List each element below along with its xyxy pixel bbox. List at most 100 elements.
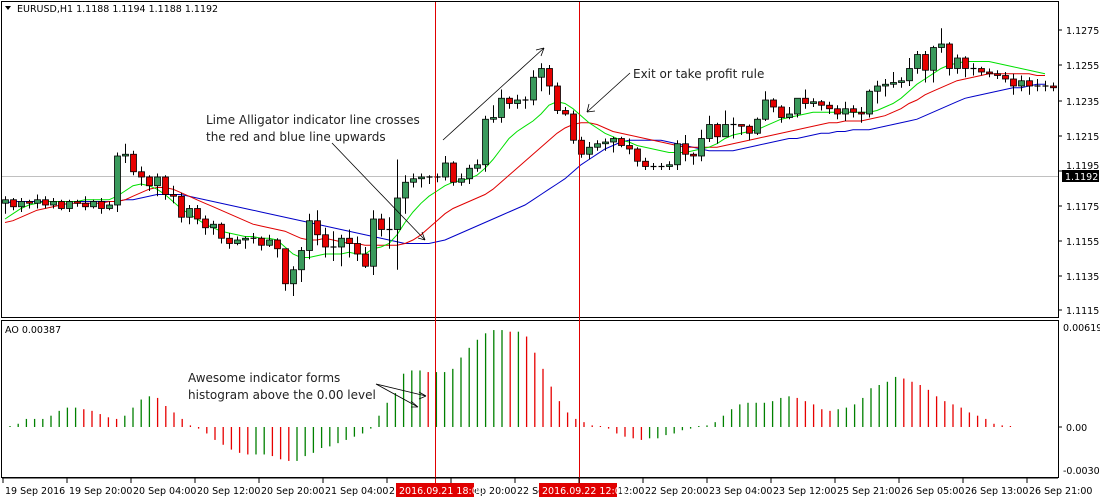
time-tick: 26 Sep 21:00 (1029, 486, 1092, 497)
candle (1002, 75, 1009, 80)
candle (402, 181, 409, 199)
time-tick: 21 Sep 20:00 (453, 486, 516, 497)
annotation-arrow-exit (586, 72, 631, 113)
collapse-triangle-icon[interactable] (5, 6, 11, 10)
candle (194, 208, 201, 220)
candle (978, 68, 985, 73)
ao-header: AO 0.00387 (5, 325, 61, 336)
trend-arrow (442, 47, 545, 141)
candle (546, 68, 553, 87)
candle (874, 85, 881, 92)
candle (778, 106, 785, 118)
candle (786, 113, 793, 118)
ao-tick-zero: 0.00 (1066, 423, 1087, 434)
candle (162, 176, 169, 195)
candle (186, 208, 193, 218)
candle (98, 201, 105, 209)
candle (914, 54, 921, 69)
price-panel[interactable] (1, 1, 1059, 318)
marker-tag-entry-label: 2016.09.21 18:00 (399, 486, 484, 497)
candle (554, 85, 561, 111)
candle (74, 201, 81, 204)
candle (218, 223, 225, 239)
annotation-ao-line2: histogram above the 0.00 level (188, 388, 376, 402)
candle (10, 199, 17, 208)
candle (106, 204, 113, 209)
price-tick: 1.1115 (1066, 306, 1099, 317)
candle (314, 220, 321, 236)
candle (306, 220, 313, 251)
time-tick: 19 Sep 2016 (5, 486, 65, 497)
candle (474, 164, 481, 169)
candle (290, 269, 297, 285)
candle (482, 118, 489, 166)
candle (410, 178, 417, 183)
candle (666, 164, 673, 167)
candle (282, 248, 289, 285)
candle (938, 43, 945, 48)
candle (682, 143, 689, 155)
time-tick: 20 Sep 12:00 (197, 486, 260, 497)
candle (130, 153, 137, 173)
candle (210, 223, 217, 229)
candle (26, 201, 33, 204)
candle (242, 237, 249, 241)
price-tick: 1.1135 (1066, 272, 1099, 283)
price-axis[interactable]: 1.1275 1.1255 1.1235 1.1215 1.1195 1.117… (1058, 26, 1099, 317)
candle (18, 201, 25, 208)
candle (906, 68, 913, 82)
candle (994, 73, 1001, 76)
candle (754, 118, 761, 134)
candle (138, 171, 145, 178)
candle (962, 57, 969, 69)
candle (338, 237, 345, 248)
time-tick: 26 Sep 05:00 (901, 486, 964, 497)
time-tick: 23 Sep 12:00 (773, 486, 836, 497)
time-tick: 26 Sep 13:00 (965, 486, 1028, 497)
candle (530, 76, 537, 101)
time-tick: 22 Sep 20:00 (645, 486, 708, 497)
price-tick: 1.1275 (1066, 26, 1099, 37)
candle (226, 237, 233, 244)
candle (610, 138, 617, 143)
candle (122, 153, 129, 157)
candle (378, 218, 385, 230)
ao-panel[interactable] (1, 320, 1059, 478)
candle (418, 176, 425, 180)
price-tick: 1.1215 (1066, 132, 1099, 143)
candle (154, 176, 161, 187)
candle (538, 68, 545, 78)
price-tick: 1.1155 (1066, 237, 1099, 248)
candle (42, 199, 49, 206)
candle (50, 201, 57, 206)
candle (618, 138, 625, 146)
candle (298, 250, 305, 271)
annotation-exit-rule: Exit or take profit rule (633, 67, 764, 81)
time-tick: 19 Sep 20:00 (69, 486, 132, 497)
exit-arrowhead-icon (586, 103, 596, 113)
candle (690, 153, 697, 157)
candle (498, 97, 505, 118)
candle (858, 111, 865, 115)
candle (1026, 80, 1033, 87)
time-tick: 21 Sep 04:00 (325, 486, 388, 497)
candle (698, 138, 705, 157)
annotation-alligator-line1: Lime Alligator indicator line crosses (206, 113, 420, 127)
alligator-teeth-line (4, 73, 1045, 246)
candle (794, 97, 801, 115)
candle (202, 218, 209, 229)
candle (1010, 78, 1017, 87)
price-tick: 1.1175 (1066, 202, 1099, 213)
candlestick-series (2, 28, 1057, 296)
candle (114, 155, 121, 206)
candle (986, 71, 993, 75)
candle (450, 162, 457, 183)
candle (362, 253, 369, 267)
candle (746, 125, 753, 134)
trend-arrowhead-icon (535, 47, 545, 57)
alligator-jaw-line (4, 83, 1045, 244)
candle (394, 197, 401, 230)
candle (930, 47, 937, 71)
